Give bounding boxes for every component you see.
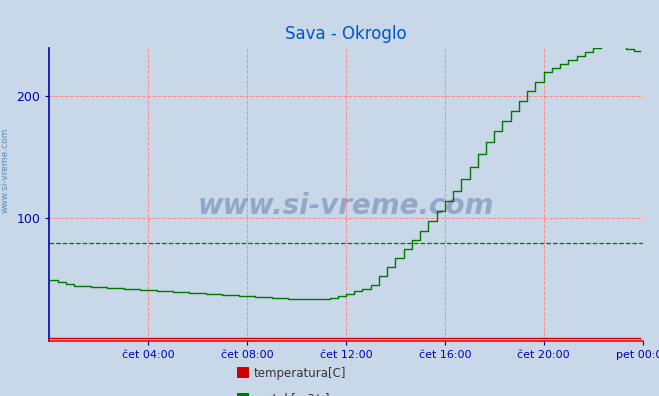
Text: www.si-vreme.com: www.si-vreme.com [198,192,494,220]
Title: Sava - Okroglo: Sava - Okroglo [285,25,407,43]
Text: pretok[m3/s]: pretok[m3/s] [254,393,330,396]
Text: www.si-vreme.com: www.si-vreme.com [1,128,10,213]
Text: temperatura[C]: temperatura[C] [254,367,346,380]
